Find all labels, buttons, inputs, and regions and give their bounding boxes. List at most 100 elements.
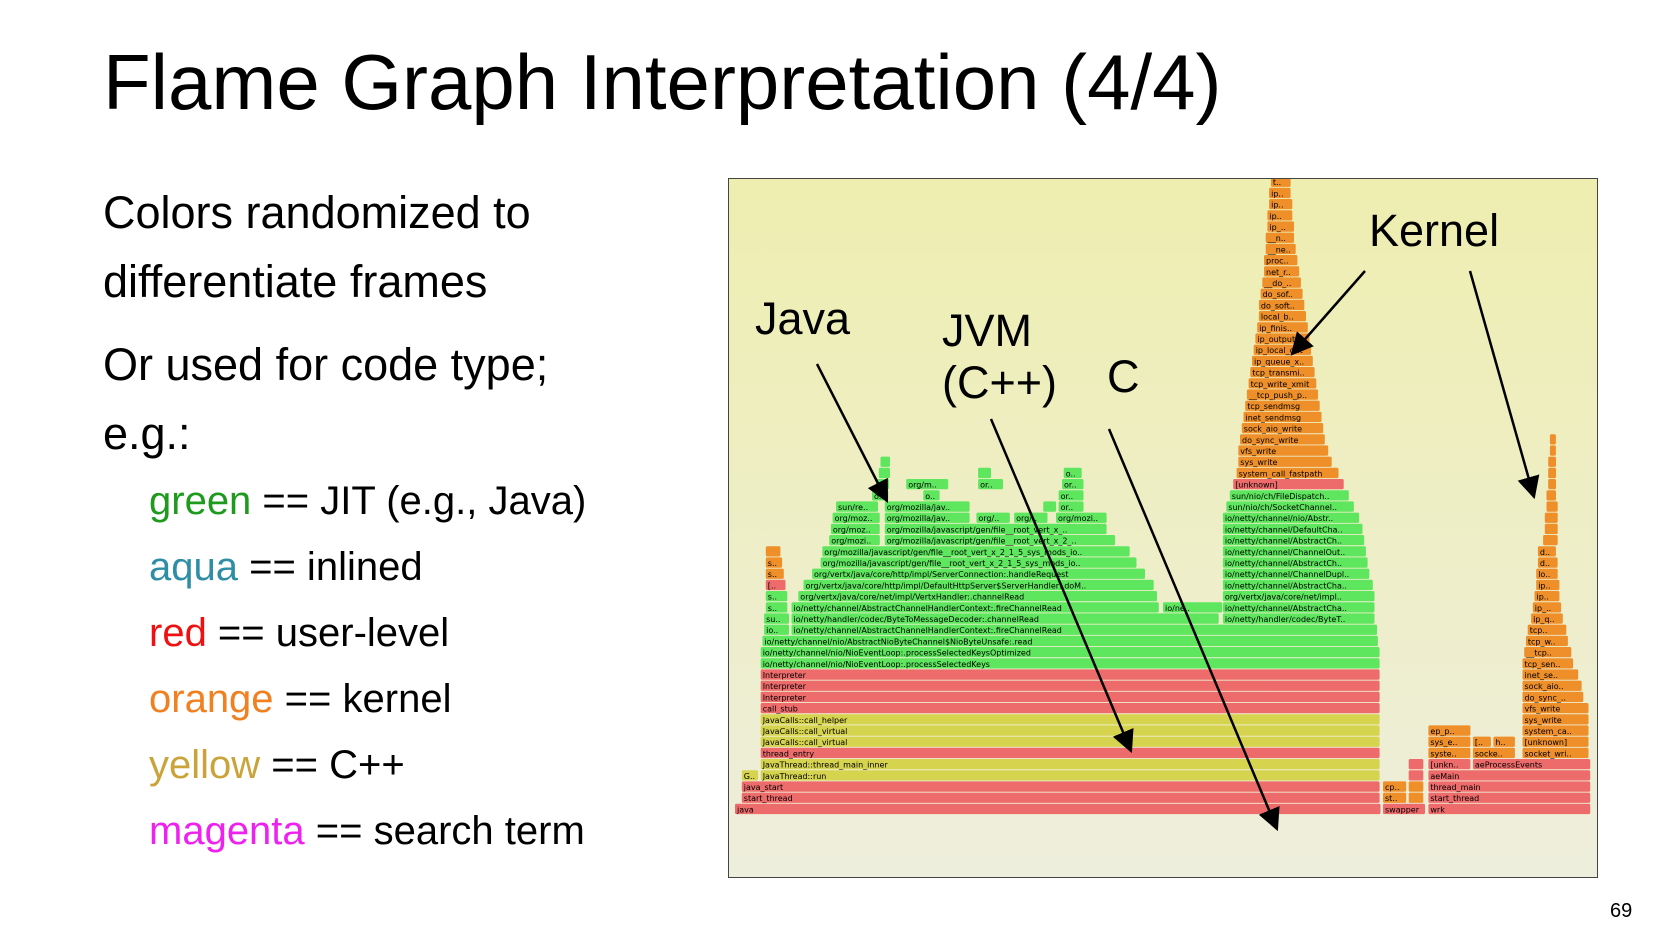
flame-frame[interactable]: call_stub (760, 703, 1380, 714)
flame-frame[interactable] (978, 467, 991, 479)
flame-frame[interactable]: t.. (1270, 179, 1291, 187)
flame-frame[interactable]: io/netty/channel/AbstractCha.. (1222, 602, 1375, 613)
flame-frame[interactable]: net_r.. (1264, 266, 1300, 277)
flame-frame[interactable]: __do_.. (1262, 277, 1301, 288)
flame-frame[interactable]: sys_e.. (1428, 736, 1471, 748)
flame-frame[interactable]: org/mozilla/jav.. (884, 501, 970, 512)
flame-frame[interactable]: ip.. (1536, 579, 1560, 591)
flame-frame[interactable]: ip.. (1269, 187, 1291, 199)
flame-frame[interactable]: io/netty/channel/AbstractChannelHandlerC… (791, 624, 1378, 636)
flame-frame[interactable]: thread_main (1428, 781, 1591, 792)
flame-frame[interactable]: cp.. (1383, 781, 1407, 792)
flame-frame[interactable]: su.. (764, 613, 789, 624)
flame-frame[interactable]: org/vertx/java/core/http/impl/DefaultHtt… (803, 579, 1154, 591)
flame-frame[interactable]: JavaCalls::call_virtual (760, 725, 1380, 736)
flame-frame[interactable]: h.. (1493, 736, 1515, 748)
flame-frame[interactable]: d.. (1537, 557, 1558, 568)
flame-frame[interactable]: socke.. (1472, 747, 1515, 759)
flame-frame[interactable]: org/m.. (906, 479, 949, 490)
flame-frame[interactable]: ep_p.. (1428, 725, 1471, 736)
flame-frame[interactable]: __n.. (1265, 232, 1294, 244)
flame-frame[interactable] (1548, 467, 1556, 479)
flame-frame[interactable] (1544, 512, 1558, 523)
flame-frame[interactable]: tcp_write_xmit (1248, 378, 1317, 389)
flame-frame[interactable]: sys_write (1522, 714, 1589, 725)
flame-frame[interactable]: wrk (1428, 803, 1591, 815)
flame-frame[interactable]: io/netty/handler/codec/ByteT.. (1222, 613, 1375, 624)
flame-frame[interactable] (1043, 501, 1057, 512)
flame-frame[interactable]: org/moz.. (830, 523, 880, 535)
flame-frame[interactable] (1544, 523, 1558, 535)
flame-frame[interactable]: inet_se.. (1522, 669, 1579, 680)
flame-frame[interactable]: org/.. (976, 512, 1010, 524)
flame-frame[interactable] (1543, 535, 1558, 546)
flame-frame[interactable]: sun/nio/ch/FileDispatch.. (1229, 490, 1349, 501)
flame-frame[interactable]: ip_local_out (1253, 344, 1312, 356)
flame-frame[interactable]: __ne.. (1265, 243, 1296, 255)
flame-frame[interactable] (765, 546, 781, 557)
flame-frame[interactable]: [unkn.. (1428, 759, 1471, 770)
flame-frame[interactable]: Interpreter (760, 680, 1380, 692)
flame-frame[interactable]: org/moz.. (832, 512, 880, 524)
flame-frame[interactable] (878, 467, 890, 479)
flame-frame[interactable]: JavaThread::run (760, 770, 1380, 781)
flame-frame[interactable]: org/vertx/java/core/http/impl/ServerConn… (812, 568, 1145, 580)
flame-frame[interactable]: Interpreter (760, 669, 1380, 680)
flame-frame[interactable]: org/vertx/java/core/net/impl/VertxHandle… (798, 591, 1157, 602)
flame-frame[interactable] (1408, 781, 1424, 792)
flame-frame[interactable]: sun/re.. (836, 501, 878, 512)
flame-frame[interactable]: or.. (1058, 501, 1084, 512)
flame-frame[interactable]: org/vertx/java/core/net/impl.. (1222, 591, 1375, 602)
flame-frame[interactable]: org/mozi.. (829, 535, 880, 546)
flame-frame[interactable]: swapper (1383, 803, 1425, 815)
flame-frame[interactable]: io/netty/channel/nio/NioEventLoop:.proce… (760, 647, 1380, 658)
flame-frame[interactable]: java_start (741, 781, 1380, 792)
flame-frame[interactable]: ip_queue_x.. (1252, 355, 1313, 367)
flame-frame[interactable]: io/netty/channel/nio/AbstractNioByteChan… (762, 635, 1378, 647)
flame-frame[interactable]: __tcp.. (1524, 647, 1572, 658)
flame-frame[interactable] (1549, 445, 1556, 456)
flame-frame[interactable]: start_thread (1428, 792, 1591, 804)
flame-frame[interactable]: tcp_w.. (1525, 635, 1568, 647)
flame-frame[interactable]: ip_finis.. (1257, 322, 1308, 333)
flame-frame[interactable]: tcp_sendmsg (1245, 400, 1320, 412)
flame-frame[interactable]: JavaThread::thread_main_inner (760, 759, 1380, 770)
flame-frame[interactable]: ip_q.. (1531, 613, 1563, 624)
flame-frame[interactable]: d.. (1537, 546, 1556, 557)
flame-frame[interactable]: s.. (765, 591, 788, 602)
flame-frame[interactable]: inet_sendmsg (1243, 411, 1322, 423)
flame-frame[interactable]: io/netty/channel/AbstractChannelHandlerC… (791, 602, 1159, 613)
flame-frame[interactable]: sun/nio/ch/SocketChannel.. (1226, 501, 1354, 512)
flame-frame[interactable]: do_sync_.. (1522, 691, 1584, 703)
flame-frame[interactable]: ip.. (1534, 591, 1560, 602)
flame-frame[interactable]: do_soft.. (1258, 299, 1305, 311)
flame-frame[interactable]: [.. (765, 579, 786, 591)
flame-frame[interactable]: tcp_transmi.. (1250, 367, 1315, 378)
flame-frame[interactable] (1546, 501, 1558, 512)
flame-frame[interactable]: sock_aio.. (1522, 680, 1582, 692)
flame-frame[interactable]: aeProcessEvents (1472, 759, 1591, 770)
flame-frame[interactable]: io/netty/channel/ChannelOut.. (1222, 546, 1366, 557)
flame-frame[interactable]: io/netty/channel/AbstractCha.. (1222, 579, 1373, 591)
flame-frame[interactable]: ip_.. (1532, 602, 1562, 613)
flame-frame[interactable]: or.. (1062, 479, 1084, 490)
flame-frame[interactable] (1546, 490, 1557, 501)
flame-frame[interactable]: [unknown] (1522, 736, 1589, 748)
flame-frame[interactable]: thread_entry (760, 747, 1380, 759)
flame-frame[interactable] (1548, 456, 1556, 467)
flame-frame[interactable] (880, 456, 891, 467)
flame-frame[interactable]: do_sof.. (1260, 288, 1303, 300)
flame-frame[interactable]: io/netty/channel/AbstractCh.. (1222, 557, 1368, 568)
flame-frame[interactable]: io/ne.. (1163, 602, 1223, 613)
flame-frame[interactable]: ip.. (1267, 210, 1293, 221)
flame-frame[interactable]: io/netty/channel/nio/Abstr.. (1222, 512, 1360, 524)
flame-frame[interactable]: sys_write (1238, 456, 1332, 468)
flame-frame[interactable]: s.. (765, 557, 783, 568)
flame-frame[interactable]: local_b.. (1258, 311, 1306, 322)
flame-frame[interactable]: io.. (764, 624, 789, 636)
flame-frame[interactable]: __tcp_push_p.. (1246, 389, 1318, 400)
flame-frame[interactable]: aeMain (1428, 770, 1591, 781)
flame-frame[interactable]: io/netty/channel/ChannelDupl.. (1222, 568, 1370, 580)
flame-frame[interactable]: o.. (923, 490, 940, 501)
flame-frame[interactable]: system_call_fastpath (1236, 467, 1339, 479)
